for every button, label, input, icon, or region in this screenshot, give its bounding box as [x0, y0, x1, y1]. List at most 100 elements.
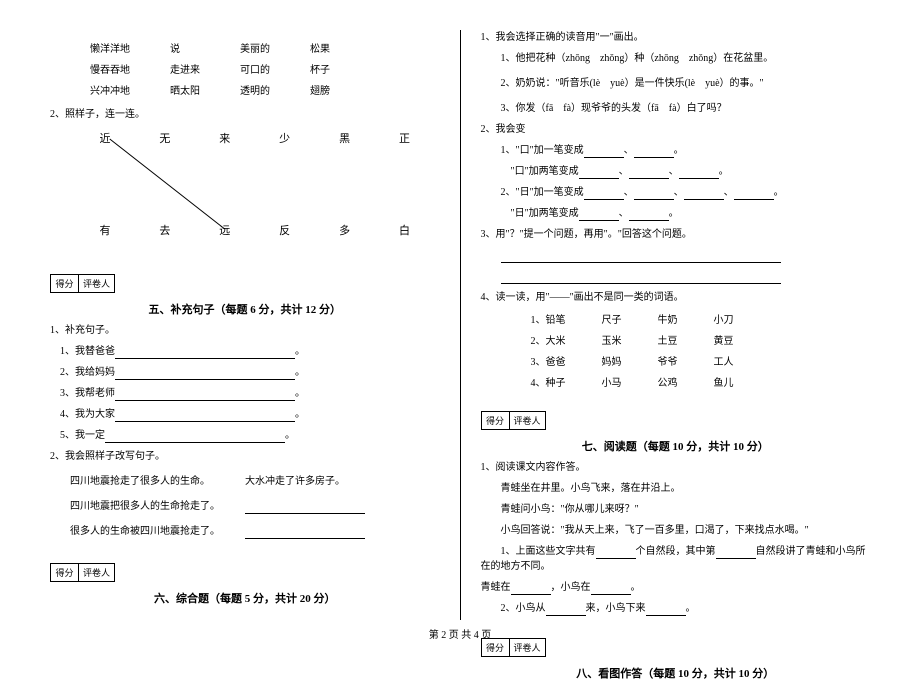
blank[interactable] [579, 167, 619, 179]
s5-items: 1、我替爸爸。 2、我给妈妈。 3、我帮老师。 4、我为大家。 5、我一定。 [50, 344, 440, 443]
s5-example: 四川地震把很多人的生命抢走了。 [50, 499, 440, 514]
text: 来，小鸟下来 [586, 603, 646, 614]
item-text: 4、我为大家 [60, 409, 115, 420]
q4-row: 2、大米 玉米 土豆 黄豆 [481, 332, 871, 347]
pair-d: 松果 [310, 40, 330, 55]
blank[interactable] [584, 188, 624, 200]
pair-b: 说 [170, 40, 200, 55]
r-q1: 1、我会选择正确的读音用"一"画出。 [481, 30, 871, 45]
blank[interactable] [734, 188, 774, 200]
r-q2-item: "口"加两笔变成、、。 [481, 164, 871, 179]
s5-item: 5、我一定。 [60, 428, 440, 443]
blank[interactable] [501, 251, 781, 263]
section-6-title: 六、综合题（每题 5 分，共计 20 分） [50, 590, 440, 606]
text: 青蛙在 [481, 582, 511, 593]
ex-text: 大水冲走了许多房子。 [245, 476, 345, 487]
score-box: 得分 评卷人 [50, 563, 115, 582]
r-q2-item: "日"加两笔变成、。 [481, 206, 871, 221]
section-8-title: 八、看图作答（每题 10 分，共计 10 分） [481, 665, 871, 681]
text: 个自然段，其中第 [636, 546, 716, 557]
word: 玉米 [602, 332, 622, 347]
blank[interactable] [115, 410, 295, 422]
right-column: 1、我会选择正确的读音用"一"画出。 1、他把花种（zhōng zhǒng）种（… [461, 30, 881, 620]
blank[interactable] [245, 527, 365, 539]
s7-line: 青蛙问小鸟："你从哪儿来呀？" [481, 502, 871, 517]
blank[interactable] [679, 167, 719, 179]
word: 2、大米 [531, 332, 566, 347]
r-q1-item: 1、他把花种（zhōng zhǒng）种（zhōng zhǒng）在花盆里。 [481, 51, 871, 66]
blank[interactable] [646, 604, 686, 616]
blank[interactable] [115, 389, 295, 401]
score-box: 得分 评卷人 [50, 274, 115, 293]
blank[interactable] [634, 146, 674, 158]
blank[interactable] [501, 272, 781, 284]
word: 鱼儿 [714, 374, 734, 389]
score-label: 得分 [51, 275, 79, 292]
r-q1-item: 2、奶奶说："听音乐(lè yuè）是一件快乐(lè yuè）的事。" [481, 76, 871, 91]
s7-q1: 1、阅读课文内容作答。 [481, 460, 871, 475]
item-text: 1、"口"加一笔变成 [501, 145, 584, 156]
blank[interactable] [115, 368, 295, 380]
ex-text: 很多人的生命被四川地震抢走了。 [70, 526, 220, 537]
word: 3、爸爸 [531, 353, 566, 368]
ex-text: 四川地震把很多人的生命抢走了。 [70, 501, 220, 512]
blank[interactable] [596, 547, 636, 559]
item-text: 5、我一定 [60, 430, 105, 441]
s7-line: 青蛙坐在井里。小鸟飞来，落在井沿上。 [481, 481, 871, 496]
s5-item: 3、我帮老师。 [60, 386, 440, 401]
worksheet-page: 懒洋洋地 慢吞吞地 兴冲冲地 说 走进来 晒太阳 美丽的 可口的 透明的 松果 … [40, 30, 880, 620]
word: 黄豆 [714, 332, 734, 347]
section-5-title: 五、补充句子（每题 6 分，共计 12 分） [50, 301, 440, 317]
r-q2: 2、我会变 [481, 122, 871, 137]
word: 妈妈 [602, 353, 622, 368]
blank[interactable] [579, 209, 619, 221]
s7-sub2: 2、小鸟从来，小鸟下来。 [481, 601, 871, 616]
item-text: 1、我替爸爸 [60, 346, 115, 357]
item-text: 2、我给妈妈 [60, 367, 115, 378]
pair-c: 美丽的 [240, 40, 270, 55]
pair-b: 晒太阳 [170, 82, 200, 97]
item-text: 3、我帮老师 [60, 388, 115, 399]
word: 牛奶 [658, 311, 678, 326]
blank[interactable] [245, 502, 365, 514]
word: 小刀 [714, 311, 734, 326]
item-text: "日"加两笔变成 [501, 208, 579, 219]
q4-row: 1、铅笔 尺子 牛奶 小刀 [481, 311, 871, 326]
blank[interactable] [115, 347, 295, 359]
q4-row: 3、爸爸 妈妈 爷爷 工人 [481, 353, 871, 368]
blank[interactable] [105, 431, 285, 443]
blank[interactable] [591, 583, 631, 595]
s7-line: 小鸟回答说："我从天上来，飞了一百多里，口渴了，下来找点水喝。" [481, 523, 871, 538]
pair-c: 可口的 [240, 61, 270, 76]
blank[interactable] [634, 188, 674, 200]
q4-row: 4、种子 小马 公鸡 鱼儿 [481, 374, 871, 389]
pair-c: 透明的 [240, 82, 270, 97]
r-q1-item: 3、你发（fā fà）现爷爷的头发（fā fà）白了吗？ [481, 101, 871, 116]
r-q4: 4、读一读，用"——"画出不是同一类的词语。 [481, 290, 871, 305]
grader-label: 评卷人 [510, 412, 545, 429]
question-2: 2、照样子，连一连。 [50, 107, 440, 122]
connect-line [90, 154, 420, 214]
blank[interactable] [584, 146, 624, 158]
grader-label: 评卷人 [510, 639, 545, 656]
blank[interactable] [716, 547, 756, 559]
r-q3: 3、用"？"提一个问题，再用"。"回答这个问题。 [481, 227, 871, 242]
r-q2-item: 2、"日"加一笔变成、、、。 [481, 185, 871, 200]
s5-item: 2、我给妈妈。 [60, 365, 440, 380]
blank[interactable] [684, 188, 724, 200]
grader-label: 评卷人 [79, 275, 114, 292]
word: 工人 [714, 353, 734, 368]
pair-a: 慢吞吞地 [90, 61, 130, 76]
blank[interactable] [546, 604, 586, 616]
s7-sub1b: 青蛙在，小鸟在。 [481, 580, 871, 595]
score-label: 得分 [51, 564, 79, 581]
blank-line [481, 248, 871, 263]
blank-line [481, 269, 871, 284]
blank[interactable] [629, 167, 669, 179]
blank[interactable] [511, 583, 551, 595]
score-label: 得分 [482, 412, 510, 429]
score-box: 得分 评卷人 [481, 411, 546, 430]
blank[interactable] [629, 209, 669, 221]
pair-d: 杯子 [310, 61, 330, 76]
left-column: 懒洋洋地 慢吞吞地 兴冲冲地 说 走进来 晒太阳 美丽的 可口的 透明的 松果 … [40, 30, 461, 620]
